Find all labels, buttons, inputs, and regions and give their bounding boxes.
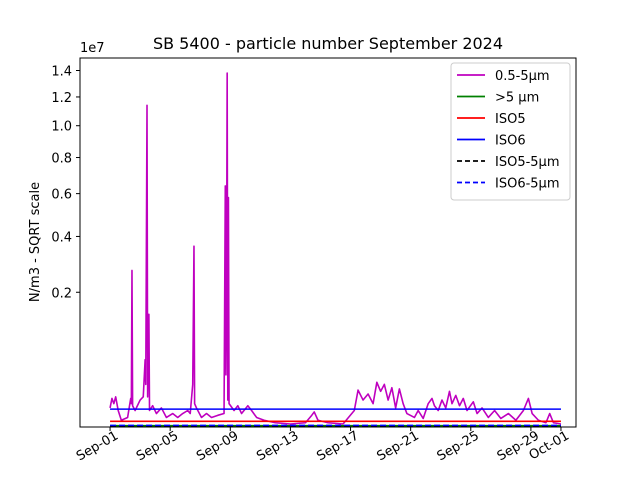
plot-frame: [79, 57, 577, 428]
y-offset-text: 1e7: [80, 41, 105, 56]
legend-label: ISO5-5µm: [495, 155, 560, 170]
legend: 0.5-5µm >5 µm ISO5 ISO6 ISO5-5µm ISO6-5µm: [450, 62, 571, 201]
series-layer: [109, 72, 562, 428]
legend-label: 0.5-5µm: [495, 69, 550, 84]
y-tick-label: 0.2: [51, 286, 72, 301]
y-tick-label: 0.4: [51, 230, 72, 245]
legend-label: ISO6: [495, 134, 526, 149]
legend-label: >5 µm: [495, 91, 539, 106]
y-tick-label: 0.8: [51, 152, 72, 167]
y-tick-label: 1.4: [51, 65, 72, 80]
series-line-0: [109, 72, 562, 425]
y-axis-label: N/m3 - SQRT scale: [28, 182, 43, 302]
y-tick-label: 1.2: [51, 91, 72, 106]
y-axis: 0.2 0.4 0.6 0.8 1.0 1.2 1.4: [51, 65, 80, 301]
legend-label: ISO6-5µm: [495, 177, 560, 192]
y-tick-label: 1.0: [51, 120, 72, 135]
y-tick-label: 0.6: [51, 188, 72, 203]
legend-label: ISO5: [495, 112, 526, 127]
chart-title: SB 5400 - particle number September 2024: [153, 34, 503, 53]
